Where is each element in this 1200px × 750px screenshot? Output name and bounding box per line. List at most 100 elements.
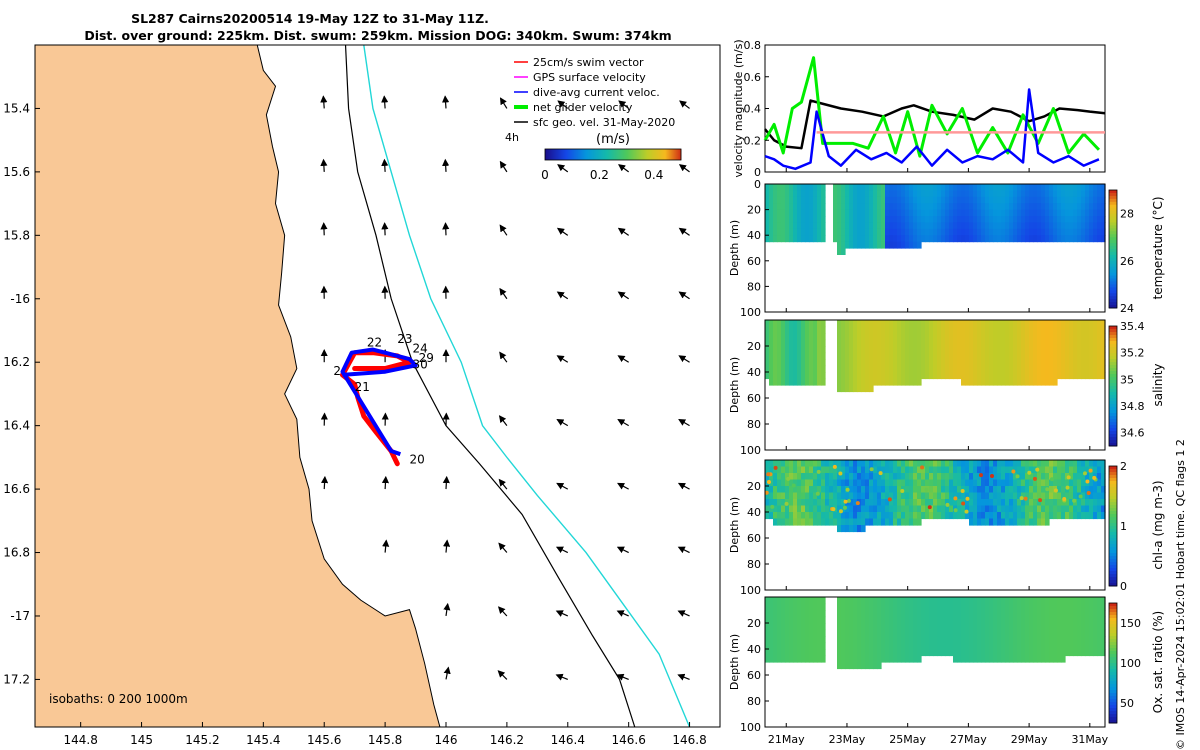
section-cell <box>1077 499 1082 507</box>
section-cell <box>857 339 862 347</box>
section-cell <box>773 359 778 367</box>
section-cell <box>781 216 786 223</box>
section-cell <box>1025 222 1030 230</box>
section-cell <box>993 184 998 191</box>
section-cell <box>877 655 882 663</box>
chla-sample-dot <box>773 465 778 470</box>
section-cell <box>889 320 894 328</box>
section-cell <box>1017 339 1022 347</box>
section-cell <box>1093 479 1098 487</box>
section-cell <box>785 320 790 328</box>
geo-vector <box>677 673 690 681</box>
section-cell <box>889 479 894 487</box>
colorbar-cell <box>656 149 658 160</box>
section-cell <box>969 512 974 520</box>
section-cell <box>1085 216 1090 223</box>
section-cell <box>769 636 774 644</box>
section-cell <box>1053 466 1058 474</box>
section-cell <box>965 610 970 618</box>
section-cell <box>785 228 790 236</box>
section-cell <box>917 372 922 380</box>
section-cell <box>1009 518 1014 526</box>
section-cell <box>969 339 974 347</box>
section-cell <box>989 333 994 341</box>
section-cell <box>1089 479 1094 487</box>
section-cell <box>905 649 910 657</box>
section-cell <box>865 209 870 217</box>
section-cell <box>837 610 842 618</box>
section-cell <box>1061 365 1066 373</box>
section-cell <box>905 228 910 236</box>
section-cell <box>825 518 830 526</box>
section-cell <box>1089 190 1094 198</box>
section-cell <box>893 241 898 249</box>
section-colorbar-cell <box>1109 278 1117 282</box>
section-cell <box>977 184 982 191</box>
section-colorbar-cell <box>1109 648 1117 652</box>
section-cell <box>965 352 970 360</box>
section-cell <box>837 479 842 487</box>
section-cell <box>1021 466 1026 474</box>
section-cell <box>969 209 974 217</box>
section-cell <box>969 629 974 637</box>
section-cell <box>1049 486 1054 494</box>
section-cell <box>965 642 970 650</box>
colorbar-cell <box>564 149 566 160</box>
section-cell <box>969 610 974 618</box>
section-cell <box>989 642 994 650</box>
section-cell <box>929 326 934 334</box>
section-cell <box>773 616 778 624</box>
section-cell <box>809 190 814 198</box>
section-cell <box>1041 636 1046 644</box>
section-cell <box>813 649 818 657</box>
section-cell <box>861 333 866 341</box>
section-cell <box>1045 499 1050 507</box>
section-cell <box>865 479 870 487</box>
section-cell <box>921 629 926 637</box>
section-cell <box>837 228 842 236</box>
section-cell <box>1025 603 1030 611</box>
section-cell <box>817 479 822 487</box>
section-cell <box>965 235 970 243</box>
section-cell <box>869 518 874 526</box>
section-cell <box>1033 320 1038 328</box>
section-cell <box>897 466 902 474</box>
section-colorbar-cell <box>1109 630 1117 634</box>
section-cell <box>845 365 850 373</box>
section-cell <box>1077 649 1082 657</box>
section-cell <box>1005 320 1010 328</box>
geo-vector <box>555 610 569 617</box>
section-cell <box>921 492 926 500</box>
section-cell <box>949 222 954 230</box>
colorbar-cell <box>551 149 553 160</box>
section-cell <box>877 479 882 487</box>
section-cell <box>985 235 990 243</box>
section-colorbar-cell <box>1109 341 1117 345</box>
section-cell <box>1069 222 1074 230</box>
section-cell <box>997 603 1002 611</box>
section-cell <box>781 359 786 367</box>
section-cell <box>945 505 950 513</box>
section-cell <box>897 597 902 605</box>
section-cell <box>1069 460 1074 468</box>
geo-vector <box>555 673 569 681</box>
section-cell <box>1021 642 1026 650</box>
section-cell <box>773 629 778 637</box>
section-cell <box>1073 359 1078 367</box>
section-cell <box>921 196 926 204</box>
section-cell <box>793 326 798 334</box>
section-cell <box>841 492 846 500</box>
section-cell <box>1085 649 1090 657</box>
colorbar-cell <box>611 149 613 160</box>
section-cell <box>969 460 974 468</box>
section-cell <box>837 346 842 354</box>
section-cell <box>1073 346 1078 354</box>
section-cell <box>861 642 866 650</box>
section-cell <box>933 339 938 347</box>
section-cell <box>837 326 842 334</box>
section-cell <box>1053 352 1058 360</box>
section-cell <box>777 642 782 650</box>
section-cell <box>961 466 966 474</box>
section-colorbar-tick-label: 1 <box>1120 520 1127 533</box>
section-colorbar-cell <box>1109 609 1117 613</box>
